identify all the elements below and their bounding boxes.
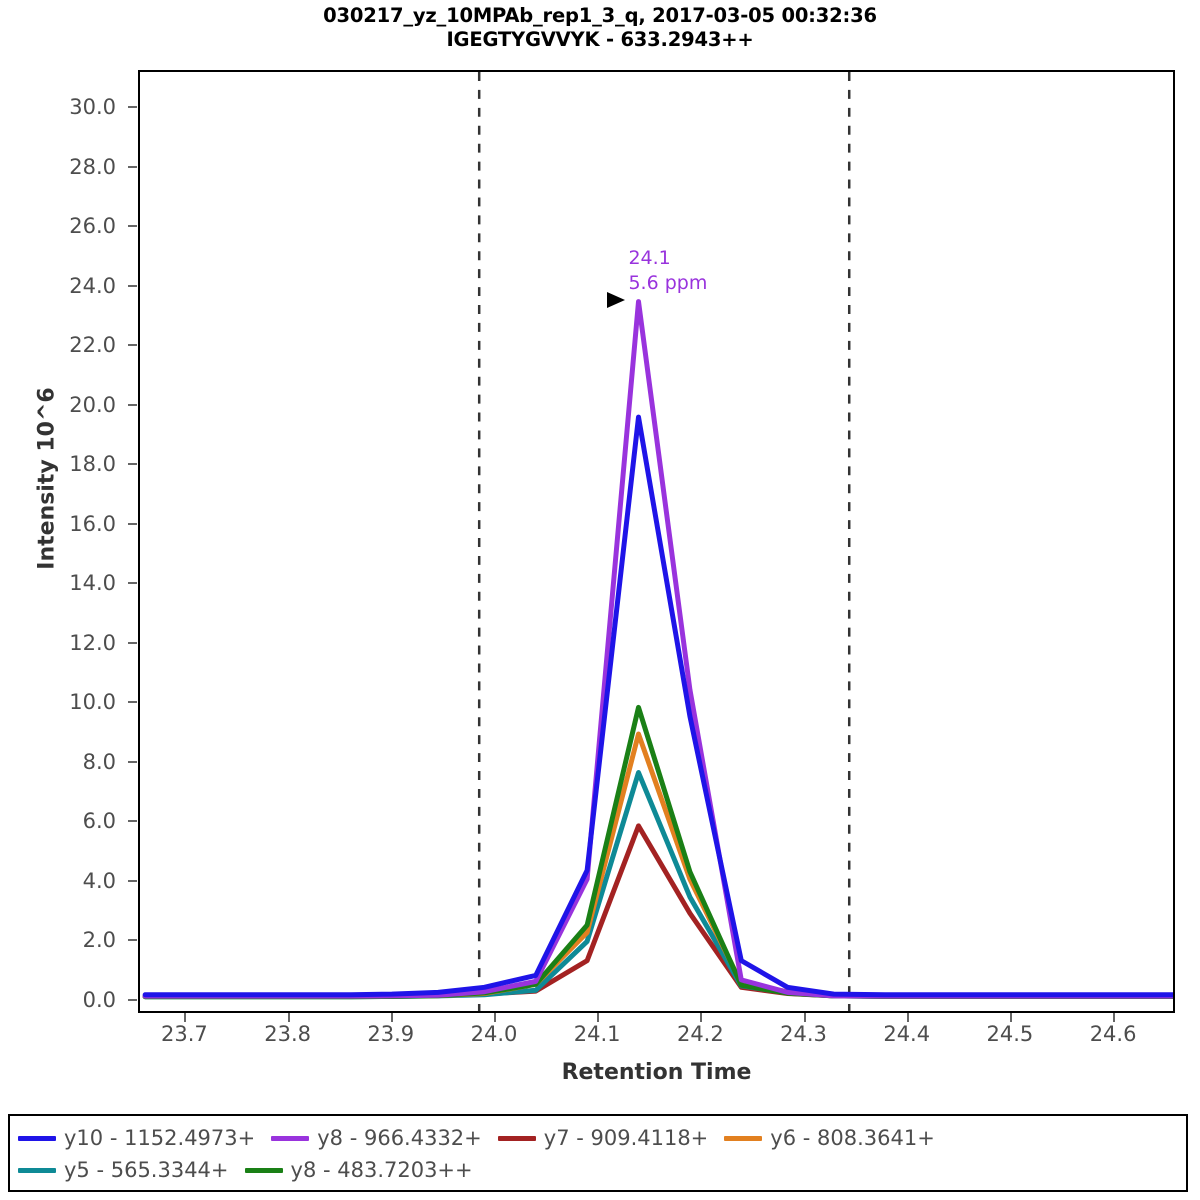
plot-area[interactable] xyxy=(138,70,1175,1013)
y-tick-label: 2.0 xyxy=(82,928,116,953)
trace-line[interactable] xyxy=(142,823,1173,999)
x-tick-mark xyxy=(1113,1013,1116,1022)
y-tick-label: 0.0 xyxy=(82,987,116,1012)
x-tick-label: 24.0 xyxy=(470,1022,518,1046)
x-axis-label: Retention Time xyxy=(561,1060,752,1085)
x-tick-mark xyxy=(1009,1013,1012,1022)
legend-label: y5 - 565.3344+ xyxy=(64,1158,229,1182)
y-tick-label: 24.0 xyxy=(69,273,116,298)
legend-color-swatch xyxy=(271,1135,310,1141)
legend-label: y6 - 808.3641+ xyxy=(770,1126,935,1150)
chart-title: 030217_yz_10MPAb_rep1_3_q, 2017-03-05 00… xyxy=(0,4,1200,52)
legend-color-swatch xyxy=(18,1167,56,1173)
y-tick-mark xyxy=(128,760,137,763)
y-tick-mark xyxy=(128,344,137,347)
legend-label: y7 - 909.4118+ xyxy=(543,1126,709,1150)
y-tick-label: 6.0 xyxy=(82,809,116,834)
legend-item[interactable]: y5 - 565.3344+ xyxy=(18,1158,229,1182)
y-tick-label: 12.0 xyxy=(69,630,116,655)
y-tick-label: 26.0 xyxy=(69,214,116,239)
legend-label: y8 - 966.4332+ xyxy=(317,1126,482,1150)
chromatogram-traces xyxy=(142,72,1173,1011)
y-tick-mark xyxy=(128,403,137,406)
legend-item[interactable]: y8 - 483.7203++ xyxy=(244,1158,473,1182)
legend-color-swatch xyxy=(724,1135,763,1141)
y-tick-label: 20.0 xyxy=(69,392,116,417)
y-tick-label: 14.0 xyxy=(69,571,116,596)
title-line-peptide: IGEGTYGVVYK - 633.2943++ xyxy=(446,28,754,51)
x-tick-mark xyxy=(493,1013,496,1022)
x-tick-mark xyxy=(597,1013,600,1022)
x-tick-label: 24.4 xyxy=(883,1022,931,1046)
x-tick-label: 24.1 xyxy=(573,1022,621,1046)
x-tick-mark xyxy=(700,1013,703,1022)
trace-line[interactable] xyxy=(142,414,1173,998)
legend-color-swatch xyxy=(18,1135,56,1141)
legend-label: y8 - 483.7203++ xyxy=(290,1158,473,1182)
x-tick-mark xyxy=(184,1013,187,1022)
y-tick-mark xyxy=(128,582,137,585)
y-tick-mark xyxy=(128,284,137,287)
trace-line[interactable] xyxy=(142,704,1173,1000)
peak-apex-marker-icon xyxy=(607,291,626,308)
y-tick-label: 10.0 xyxy=(69,690,116,715)
x-tick-label: 23.9 xyxy=(367,1022,415,1046)
trace-line[interactable] xyxy=(142,299,1173,999)
y-tick-mark xyxy=(128,165,137,168)
x-tick-label: 24.6 xyxy=(1089,1022,1137,1046)
y-tick-label: 4.0 xyxy=(82,868,116,893)
y-tick-label: 8.0 xyxy=(82,749,116,774)
y-tick-label: 28.0 xyxy=(69,154,116,179)
y-tick-label: 18.0 xyxy=(69,452,116,477)
legend-color-swatch xyxy=(244,1167,283,1173)
title-line-file: 030217_yz_10MPAb_rep1_3_q, 2017-03-05 00… xyxy=(323,4,877,27)
x-tick-label: 24.5 xyxy=(986,1022,1034,1046)
legend-item[interactable]: y7 - 909.4118+ xyxy=(497,1126,709,1150)
legend-item[interactable]: y8 - 966.4332+ xyxy=(271,1126,482,1150)
y-tick-label: 22.0 xyxy=(69,333,116,358)
y-tick-mark xyxy=(128,106,137,109)
y-tick-mark xyxy=(128,641,137,644)
y-tick-mark xyxy=(128,820,137,823)
y-tick-mark xyxy=(128,701,137,704)
y-tick-mark xyxy=(128,879,137,882)
x-tick-label: 24.3 xyxy=(780,1022,827,1046)
y-tick-mark xyxy=(128,463,137,466)
y-tick-mark xyxy=(128,522,137,525)
x-tick-mark xyxy=(287,1013,290,1022)
y-tick-label: 30.0 xyxy=(69,95,116,120)
legend-item[interactable]: y6 - 808.3641+ xyxy=(724,1126,935,1150)
annotation-retention-time: 24.1 xyxy=(628,246,671,269)
legend-color-swatch xyxy=(497,1135,536,1141)
x-tick-label: 23.8 xyxy=(264,1022,311,1046)
annotation-mass-error: 5.6 ppm xyxy=(628,271,708,294)
x-tick-label: 24.2 xyxy=(676,1022,724,1046)
legend-row: y10 - 1152.4973+ y8 - 966.4332+ y7 - 909.4… xyxy=(18,1122,1178,1154)
y-tick-mark xyxy=(128,939,137,942)
y-tick-mark xyxy=(128,998,137,1001)
x-tick-mark xyxy=(906,1013,909,1022)
y-tick-mark xyxy=(128,225,137,228)
x-tick-label: 23.7 xyxy=(161,1022,208,1046)
legend-row: y5 - 565.3344+ y8 - 483.7203++ xyxy=(18,1154,1178,1186)
legend-label: y10 - 1152.4973+ xyxy=(64,1126,256,1150)
y-tick-label: 16.0 xyxy=(69,511,116,536)
x-tick-mark xyxy=(390,1013,393,1022)
legend: y10 - 1152.4973+ y8 - 966.4332+ y7 - 909.4… xyxy=(8,1114,1188,1192)
x-tick-mark xyxy=(803,1013,806,1022)
trace-line[interactable] xyxy=(142,770,1173,1000)
legend-item[interactable]: y10 - 1152.4973+ xyxy=(18,1126,255,1150)
